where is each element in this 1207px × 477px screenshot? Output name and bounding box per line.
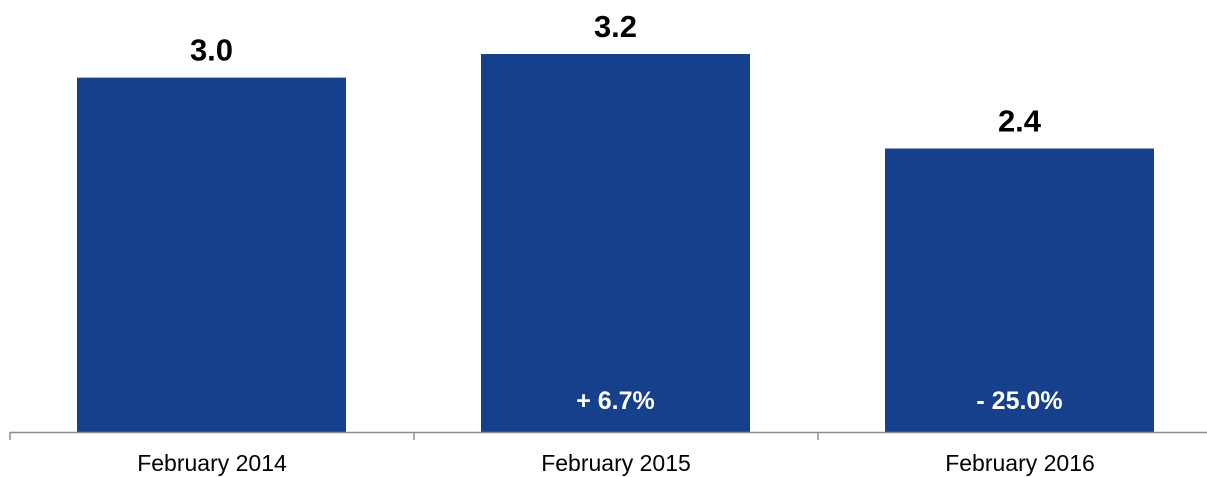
bar-2 [481, 54, 750, 432]
value-labels-layer: 3.0 3.2 + 6.7% 2.4 - 25.0% [190, 9, 1063, 415]
x-tick-label: February 2016 [945, 450, 1095, 476]
bar-value-label: 2.4 [998, 104, 1042, 139]
bars-layer [77, 54, 1154, 432]
x-axis: February 2014 February 2015 February 2016 [9, 431, 1207, 476]
bar-value-label: 3.0 [190, 33, 233, 68]
bar-1 [77, 77, 346, 432]
bar-value-label: 3.2 [594, 9, 637, 44]
x-tick-label: February 2015 [541, 450, 691, 476]
change-percent-label: - 25.0% [976, 387, 1062, 415]
change-percent-label: + 6.7% [576, 387, 655, 415]
x-tick-label: February 2014 [137, 450, 287, 476]
bar-3 [885, 148, 1154, 432]
